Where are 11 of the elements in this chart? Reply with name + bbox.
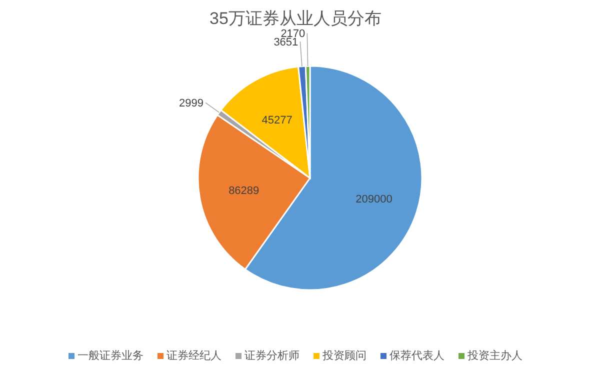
- data-label: 45277: [262, 114, 292, 126]
- legend-label: 证券经纪人: [166, 349, 222, 362]
- legend-label: 投资主办人: [466, 349, 522, 362]
- legend-label: 一般证券业务: [78, 349, 144, 362]
- data-label: 209000: [356, 193, 392, 206]
- chart-title: 35万证券从业人员分布: [210, 9, 382, 28]
- legend-label: 保荐代表人: [390, 349, 444, 362]
- data-label: 86289: [228, 184, 260, 197]
- data-label: 2999: [179, 98, 204, 110]
- legend-label: 投资顾问: [322, 350, 366, 362]
- legend-label: 证券分析师: [244, 349, 300, 362]
